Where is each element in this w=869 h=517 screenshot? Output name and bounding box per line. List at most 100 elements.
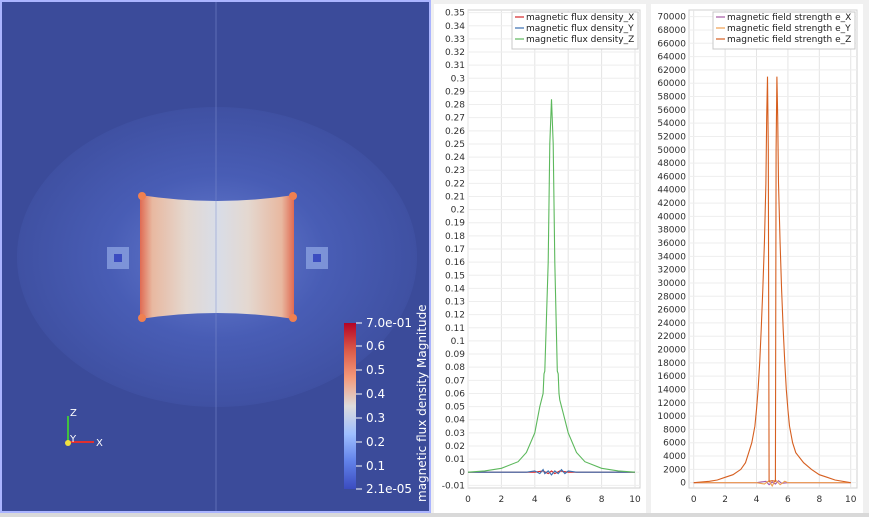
y-tick-label: 36000: [657, 239, 686, 249]
y-tick-label: 0.04: [445, 416, 465, 426]
y-tick-label: 0.28: [445, 101, 465, 111]
flux-density-render: Z Y X 7.0e-01 0.6 0.5 0.4 0.3 0.2 0.1 2.…: [2, 2, 429, 511]
colorbar-title: magnetic flux density Magnitude: [415, 304, 429, 502]
y-tick-label: 56000: [657, 106, 686, 116]
y-tick-label: 0.05: [445, 403, 465, 413]
legend-box: [511, 11, 639, 50]
y-tick-label: 50000: [657, 146, 686, 156]
colorbar-min-label: 2.1e-05: [366, 482, 412, 496]
colorbar-max-label: 7.0e-01: [366, 316, 412, 330]
y-tick-label: 0.31: [445, 61, 465, 71]
y-tick-label: 0.23: [445, 166, 465, 176]
y-tick-label: 0.22: [445, 179, 465, 189]
y-tick-label: 0.2: [451, 206, 465, 216]
y-tick-label: 60000: [657, 79, 686, 89]
x-axis-label: X: [96, 438, 103, 449]
y-tick-label: 0.3: [451, 74, 465, 84]
colorbar-tick: 0.2: [366, 435, 385, 449]
y-tick-label: 12000: [657, 399, 686, 409]
x-tick-label: 10: [629, 495, 641, 505]
x-tick-label: 4: [532, 495, 538, 505]
y-tick-label: 28000: [657, 292, 686, 302]
y-tick-label: 24000: [657, 319, 686, 329]
colorbar-tick: 0.1: [366, 459, 385, 473]
series-line-2: [693, 76, 851, 484]
y-tick-label: 62000: [657, 66, 686, 76]
chart-flux-density-svg: 0 2 4 6 8 10-0.0100.010.020.030.040.050.060.0…: [442, 9, 641, 505]
y-tick-label: 38000: [657, 226, 686, 236]
line-chart-field-strength[interactable]: 0 2 4 6 8 10 0 2000 4000 6000 8000 10000 12000 14000 1…: [651, 4, 863, 513]
render-view[interactable]: Z Y X 7.0e-01 0.6 0.5 0.4 0.3 0.2 0.1 2.…: [0, 0, 431, 513]
y-tick-label: 0.12: [445, 311, 465, 321]
y-tick-label: 0.33: [445, 35, 465, 45]
y-tick-label: 0.21: [445, 192, 465, 202]
y-tick-label: 0.11: [445, 324, 465, 334]
y-tick-label: -0.01: [442, 481, 465, 491]
y-tick-label: 16000: [657, 372, 686, 382]
y-tick-label: 0.08: [445, 363, 465, 373]
y-tick-label: 0.25: [445, 140, 465, 150]
legend-label: magnetic flux density_Z: [526, 35, 634, 45]
legend-label: magnetic field strength e_Z: [727, 35, 851, 45]
line-chart-flux-density[interactable]: 0 2 4 6 8 10 -0.01 0 0.01 0.02 0.03 0.04 0.05 0.06 0.0…: [434, 4, 646, 513]
side-coil-left-core: [114, 254, 122, 262]
z-axis-label: Z: [70, 408, 77, 419]
y-tick-label: 0.19: [445, 219, 465, 229]
plot-area: [688, 9, 858, 489]
orientation-axes: Z Y X: [65, 408, 103, 449]
y-tick-label: 0.34: [445, 22, 465, 32]
y-tick-label: 0.18: [445, 232, 465, 242]
y-tick-label: 54000: [657, 119, 686, 129]
y-tick-label: 0.14: [445, 284, 465, 294]
y-axis-dot: [65, 440, 71, 446]
y-tick-label: 34000: [657, 252, 686, 262]
y-tick-label: 46000: [657, 172, 686, 182]
colorbar-tick: 0.6: [366, 339, 385, 353]
y-tick-label: 0.24: [445, 153, 465, 163]
y-tick-label: 0.35: [445, 9, 465, 19]
y-tick-label: 0.32: [445, 48, 465, 58]
series-line-1: [468, 468, 635, 476]
chart-field-strength-svg: 0 2 4 6 8 10 0 2000 4000 6000 8000 10000 12000 14000 1…: [657, 9, 858, 505]
y-tick-label: 70000: [657, 13, 686, 23]
corner-hotspot: [138, 192, 146, 200]
y-tick-label: 48000: [657, 159, 686, 169]
corner-hotspot: [289, 192, 297, 200]
x-tick-label: 4: [754, 495, 760, 505]
y-tick-label: 0.17: [445, 245, 465, 255]
y-tick-label: 0.15: [445, 271, 465, 281]
y-tick-label: 0: [459, 468, 465, 478]
y-tick-label: 44000: [657, 186, 686, 196]
y-tick-label: 40000: [657, 212, 686, 222]
y-tick-label: 0.01: [445, 455, 465, 465]
y-tick-label: 30000: [657, 279, 686, 289]
x-tick-label: 2: [722, 495, 728, 505]
y-tick-label: 0.29: [445, 87, 465, 97]
y-tick-label: 66000: [657, 39, 686, 49]
series-line-1: [693, 479, 851, 488]
colorbar-tick: 0.3: [366, 411, 385, 425]
y-tick-label: 68000: [657, 26, 686, 36]
y-tick-label: 52000: [657, 132, 686, 142]
y-tick-label: 10000: [657, 412, 686, 422]
x-tick-label: 8: [599, 495, 605, 505]
legend-box: [712, 11, 856, 50]
y-tick-label: 6000: [663, 439, 686, 449]
y-tick-label: 42000: [657, 199, 686, 209]
y-axis-label: Y: [69, 434, 77, 445]
side-coil-right-core: [313, 254, 321, 262]
y-tick-label: 0.16: [445, 258, 465, 268]
legend-label: magnetic field strength e_X: [727, 13, 851, 23]
legend-label: magnetic field strength e_Y: [727, 24, 851, 34]
color-bar: [344, 323, 356, 489]
x-tick-label: 2: [499, 495, 505, 505]
series-line-2: [467, 99, 636, 473]
y-tick-label: 2000: [663, 465, 686, 475]
color-legend[interactable]: 7.0e-01 0.6 0.5 0.4 0.3 0.2 0.1 2.1e-05 …: [344, 304, 429, 502]
bottom-scrollbar[interactable]: [0, 513, 869, 517]
y-tick-label: 58000: [657, 93, 686, 103]
x-tick-label: 10: [845, 495, 857, 505]
legend-label: magnetic flux density_X: [526, 13, 634, 23]
x-tick-label: 0: [691, 495, 697, 505]
y-tick-label: 22000: [657, 332, 686, 342]
